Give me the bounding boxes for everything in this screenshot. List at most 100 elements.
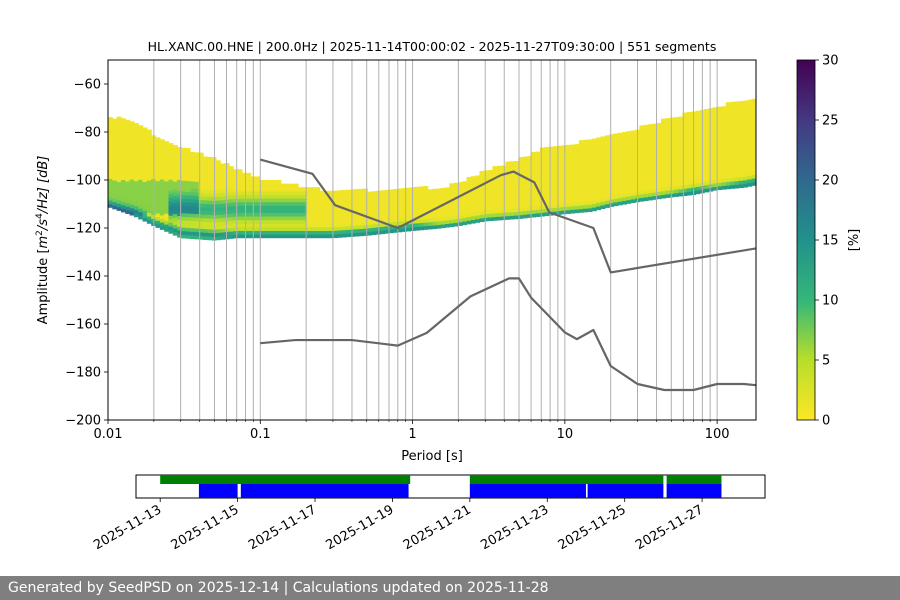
density-cell — [345, 229, 351, 234]
density-cell — [730, 181, 735, 186]
density-cell — [600, 190, 606, 195]
density-cell — [548, 207, 554, 213]
density-cell — [116, 181, 122, 186]
density-cell — [298, 201, 303, 206]
density-cell — [591, 185, 597, 190]
density-cell — [155, 158, 161, 164]
density-cell — [427, 203, 433, 208]
density-cell — [652, 130, 658, 135]
density-cell — [527, 156, 532, 161]
density-cell — [108, 117, 113, 122]
density-cell — [509, 200, 515, 206]
density-cell — [457, 196, 463, 201]
density-cell — [146, 158, 152, 163]
density-cell — [220, 170, 226, 175]
density-cell — [168, 207, 174, 213]
density-cell — [306, 190, 312, 195]
density-cell — [509, 193, 515, 198]
density-cell — [246, 205, 252, 210]
density-cell — [453, 182, 459, 187]
density-cell — [548, 175, 554, 180]
density-cell — [725, 105, 731, 111]
density-cell — [336, 222, 342, 227]
density-cell — [155, 220, 161, 225]
density-cell — [276, 198, 282, 203]
density-cell — [319, 194, 325, 199]
density-cell — [289, 208, 295, 213]
density-cell — [712, 172, 718, 177]
density-cell — [734, 137, 740, 142]
density-cell — [159, 171, 165, 176]
density-cell — [591, 138, 597, 143]
density-cell — [704, 134, 710, 139]
density-cell — [436, 224, 442, 229]
density-cell — [164, 162, 170, 167]
density-cell — [552, 196, 558, 201]
density-cell — [578, 165, 584, 170]
density-cell — [293, 234, 299, 239]
density-cell — [652, 188, 658, 193]
density-cell — [682, 188, 688, 193]
density-cell — [298, 205, 303, 210]
density-cell — [686, 191, 692, 196]
density-cell — [626, 156, 632, 161]
density-cell — [738, 119, 744, 124]
density-cell — [276, 201, 282, 206]
density-cell — [358, 228, 364, 233]
density-cell — [203, 210, 208, 215]
density-cell — [380, 229, 386, 235]
density-cell — [216, 200, 221, 205]
density-cell — [695, 171, 701, 177]
density-cell — [129, 168, 135, 173]
density-cell — [492, 191, 498, 196]
colorbar-tick-label: 0 — [822, 414, 830, 429]
density-cell — [695, 143, 701, 148]
density-cell — [345, 225, 351, 230]
y-label-sup4: 4 — [35, 213, 45, 219]
density-cell — [609, 148, 615, 153]
density-cell — [129, 175, 135, 180]
density-cell — [604, 142, 610, 147]
density-cell — [712, 125, 718, 130]
density-cell — [738, 104, 744, 109]
density-cell — [734, 112, 740, 117]
density-cell — [328, 223, 334, 228]
density-cell — [492, 205, 498, 210]
density-cell — [479, 189, 485, 194]
density-cell — [419, 211, 424, 216]
density-cell — [660, 172, 666, 177]
density-cell — [198, 174, 204, 179]
density-cell — [639, 147, 645, 152]
density-cell — [393, 214, 399, 219]
density-cell — [285, 212, 291, 217]
density-cell — [522, 192, 528, 197]
density-cell — [345, 200, 351, 205]
density-cell — [509, 190, 515, 195]
density-cell — [717, 128, 723, 133]
density-cell — [686, 187, 692, 192]
density-cell — [159, 222, 165, 227]
density-cell — [522, 185, 528, 190]
density-cell — [613, 183, 619, 189]
density-cell — [678, 134, 684, 139]
density-cell — [496, 201, 502, 207]
density-cell — [120, 121, 126, 127]
density-cell — [432, 188, 437, 194]
density-cell — [665, 154, 671, 159]
density-cell — [129, 142, 135, 148]
density-cell — [514, 207, 519, 212]
density-cell — [298, 212, 303, 217]
density-cell — [354, 217, 360, 223]
density-cell — [267, 190, 273, 195]
density-cell — [622, 164, 627, 169]
density-cell — [138, 186, 144, 191]
density-cell — [336, 211, 342, 217]
density-cell — [660, 118, 666, 123]
density-cell — [432, 210, 437, 215]
density-cell — [518, 160, 524, 165]
density-cell — [388, 193, 394, 198]
y-tick-label: −140 — [65, 270, 101, 285]
density-cell — [686, 148, 692, 153]
density-cell — [358, 221, 364, 226]
density-cell — [751, 102, 756, 107]
